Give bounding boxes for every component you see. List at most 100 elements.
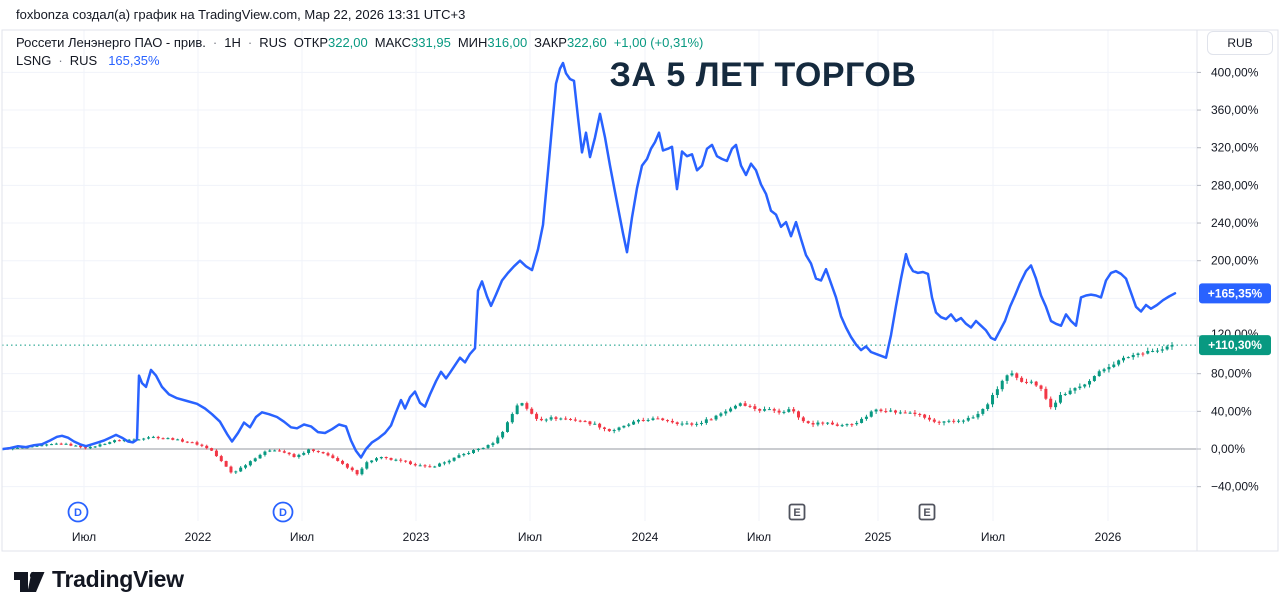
candle-body xyxy=(894,410,898,413)
candle-body xyxy=(132,439,136,441)
candle-body xyxy=(370,460,374,463)
candle-body xyxy=(45,444,49,446)
candle-body xyxy=(74,445,78,447)
candle-body xyxy=(452,457,456,461)
time-scale[interactable]: Июл 2022 Июл 2023 Июл 2024 Июл 2025 Июл 2026 xyxy=(72,530,1122,544)
candle-body xyxy=(840,425,844,427)
candle-body xyxy=(374,458,378,461)
dividend-marker-label: D xyxy=(74,507,82,519)
candle-body xyxy=(1121,357,1125,361)
candle-body xyxy=(263,451,267,455)
candle-body xyxy=(219,456,223,462)
candle-body xyxy=(365,462,369,469)
candle-body xyxy=(748,405,752,407)
candlestick-series xyxy=(1,342,1174,476)
tradingview-logo-text: TradingView xyxy=(52,566,184,592)
x-axis-label: 2022 xyxy=(185,530,212,544)
dividend-marker-circle[interactable] xyxy=(272,501,294,523)
candle-body xyxy=(947,420,951,422)
candle-body xyxy=(1078,386,1082,389)
candle-body xyxy=(709,419,713,421)
candle-body xyxy=(331,455,335,459)
candle-body xyxy=(903,412,907,414)
candle-body xyxy=(782,411,786,413)
candle-body xyxy=(59,443,63,445)
candle-body xyxy=(35,445,39,447)
candle-body xyxy=(879,409,883,412)
candle-body xyxy=(341,460,345,464)
y-axis-label: 400,00% xyxy=(1211,65,1259,79)
price-scale[interactable]: 400,00% 360,00% 320,00% 280,00% 240,00% 200,0… xyxy=(1197,65,1271,494)
candle-body xyxy=(612,430,616,432)
candle-body xyxy=(583,421,587,423)
compare-exchange-label: RUS xyxy=(69,53,98,68)
candle-body xyxy=(927,417,931,420)
candle-body xyxy=(957,420,961,422)
candle-body xyxy=(1000,380,1004,390)
candle-body xyxy=(981,408,985,414)
candle-body xyxy=(316,450,320,453)
candle-body xyxy=(1136,353,1140,355)
change-value: +1,00 (+0,31%) xyxy=(613,35,704,50)
x-axis-label: 2025 xyxy=(865,530,892,544)
candle-body xyxy=(389,457,393,460)
price-badge xyxy=(1199,283,1271,304)
candle-body xyxy=(248,461,252,466)
y-axis-label: 280,00% xyxy=(1211,178,1259,192)
candle-body xyxy=(961,420,965,422)
candle-body xyxy=(641,419,645,421)
currency-toggle-button[interactable]: RUB xyxy=(1207,31,1273,55)
candle-body xyxy=(515,405,519,414)
chart-legend: Россети Ленэнерго ПАО - прив. · 1Н · RUS… xyxy=(16,35,703,69)
candle-body xyxy=(1146,350,1150,354)
candle-body xyxy=(753,406,757,409)
tradingview-logo[interactable]: TradingView xyxy=(14,566,184,593)
compare-line-series xyxy=(1,61,1177,459)
candle-body xyxy=(923,414,927,418)
candle-body xyxy=(1102,369,1106,372)
candle-body xyxy=(142,438,146,440)
legend-main-symbol[interactable]: Россети Ленэнерго ПАО - прив. · 1Н · RUS… xyxy=(16,35,703,51)
earnings-marker-square[interactable] xyxy=(918,503,936,521)
candle-body xyxy=(113,440,117,443)
candle-body xyxy=(408,461,412,465)
candle-body xyxy=(690,423,694,425)
legend-compare-symbol[interactable]: LSNG · RUS 165,35% xyxy=(16,53,703,69)
candle-body xyxy=(670,420,674,423)
candle-body xyxy=(559,418,563,420)
candle-body xyxy=(835,424,839,426)
candle-body xyxy=(889,410,893,412)
earnings-marker-square[interactable] xyxy=(788,503,806,521)
y-axis-label: 320,00% xyxy=(1211,141,1259,155)
candle-body xyxy=(569,418,573,420)
candle-body xyxy=(195,442,199,445)
candle-body xyxy=(151,436,155,438)
candle-body xyxy=(976,413,980,418)
compare-change-value: 165,35% xyxy=(108,53,160,68)
candle-body xyxy=(811,423,815,425)
candle-body xyxy=(1005,375,1009,381)
candle-body xyxy=(355,470,359,475)
candle-body xyxy=(869,411,873,417)
candle-body xyxy=(486,445,490,448)
x-axis-label: Июл xyxy=(290,530,314,544)
candle-body xyxy=(932,419,936,422)
x-axis-label: 2023 xyxy=(403,530,430,544)
candle-body xyxy=(598,423,602,428)
candle-body xyxy=(627,424,631,426)
candle-body xyxy=(991,395,995,405)
candle-body xyxy=(428,466,432,468)
symbol-title[interactable]: Россети Ленэнерго ПАО - прив. xyxy=(16,35,206,50)
candle-body xyxy=(758,408,762,411)
candle-body xyxy=(874,409,878,412)
candle-body xyxy=(277,450,281,452)
candle-body xyxy=(544,419,548,421)
compare-symbol-title[interactable]: LSNG xyxy=(16,53,52,68)
candle-body xyxy=(1054,402,1058,408)
dividend-marker-circle[interactable] xyxy=(67,501,89,523)
candle-body xyxy=(185,441,189,443)
candle-body xyxy=(282,451,286,453)
candle-body xyxy=(767,409,771,411)
candle-body xyxy=(224,461,228,467)
